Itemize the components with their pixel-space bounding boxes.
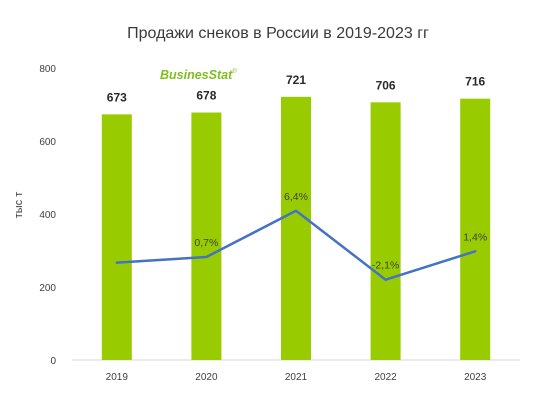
y-axis: 0 200 400 600 800 — [39, 64, 56, 367]
growth-line-series — [115, 209, 477, 281]
x-tick-label: 2019 — [106, 372, 129, 383]
bar-value-label: 673 — [107, 90, 127, 104]
growth-value-labels: 0,7% 6,4% -2,1% 1,4% — [194, 191, 487, 272]
bar — [191, 112, 222, 360]
bar-value-labels: 673 678 721 706 716 — [107, 73, 486, 105]
x-tick-label: 2022 — [374, 372, 397, 383]
bar — [460, 98, 491, 360]
x-tick-label: 2023 — [464, 372, 487, 383]
bar-series — [101, 96, 491, 361]
y-tick-label: 800 — [39, 64, 56, 75]
bar-value-label: 678 — [196, 89, 216, 103]
chart-title: Продажи снеков в России в 2019-2023 гг — [127, 25, 429, 42]
bar — [101, 114, 132, 360]
growth-value-label: -2,1% — [372, 260, 399, 272]
bar — [281, 96, 311, 361]
x-tick-label: 2021 — [285, 372, 308, 383]
y-tick-label: 200 — [39, 283, 56, 294]
bar — [370, 102, 401, 360]
brand-logo-part2: Stat — [209, 68, 233, 82]
x-tick-label: 2020 — [195, 372, 218, 383]
y-tick-label: 600 — [39, 137, 56, 148]
growth-value-label: 6,4% — [284, 191, 308, 203]
y-axis-label: тыс т — [13, 192, 25, 219]
brand-logo-part1: Busines — [160, 68, 209, 82]
bar-value-label: 706 — [376, 78, 396, 92]
bar-value-label: 716 — [465, 75, 485, 89]
y-tick-label: 0 — [50, 356, 56, 367]
growth-value-label: 1,4% — [463, 231, 487, 243]
growth-value-label: 0,7% — [194, 237, 218, 249]
x-axis: 2019 2020 2021 2022 2023 — [106, 372, 487, 383]
brand-logo: BusinesStat® — [160, 68, 237, 82]
y-tick-label: 400 — [39, 210, 56, 221]
bar-value-label: 721 — [286, 73, 306, 87]
growth-line — [115, 209, 477, 281]
brand-logo-text: BusinesStat® — [160, 68, 237, 82]
brand-logo-reg: ® — [232, 68, 237, 75]
